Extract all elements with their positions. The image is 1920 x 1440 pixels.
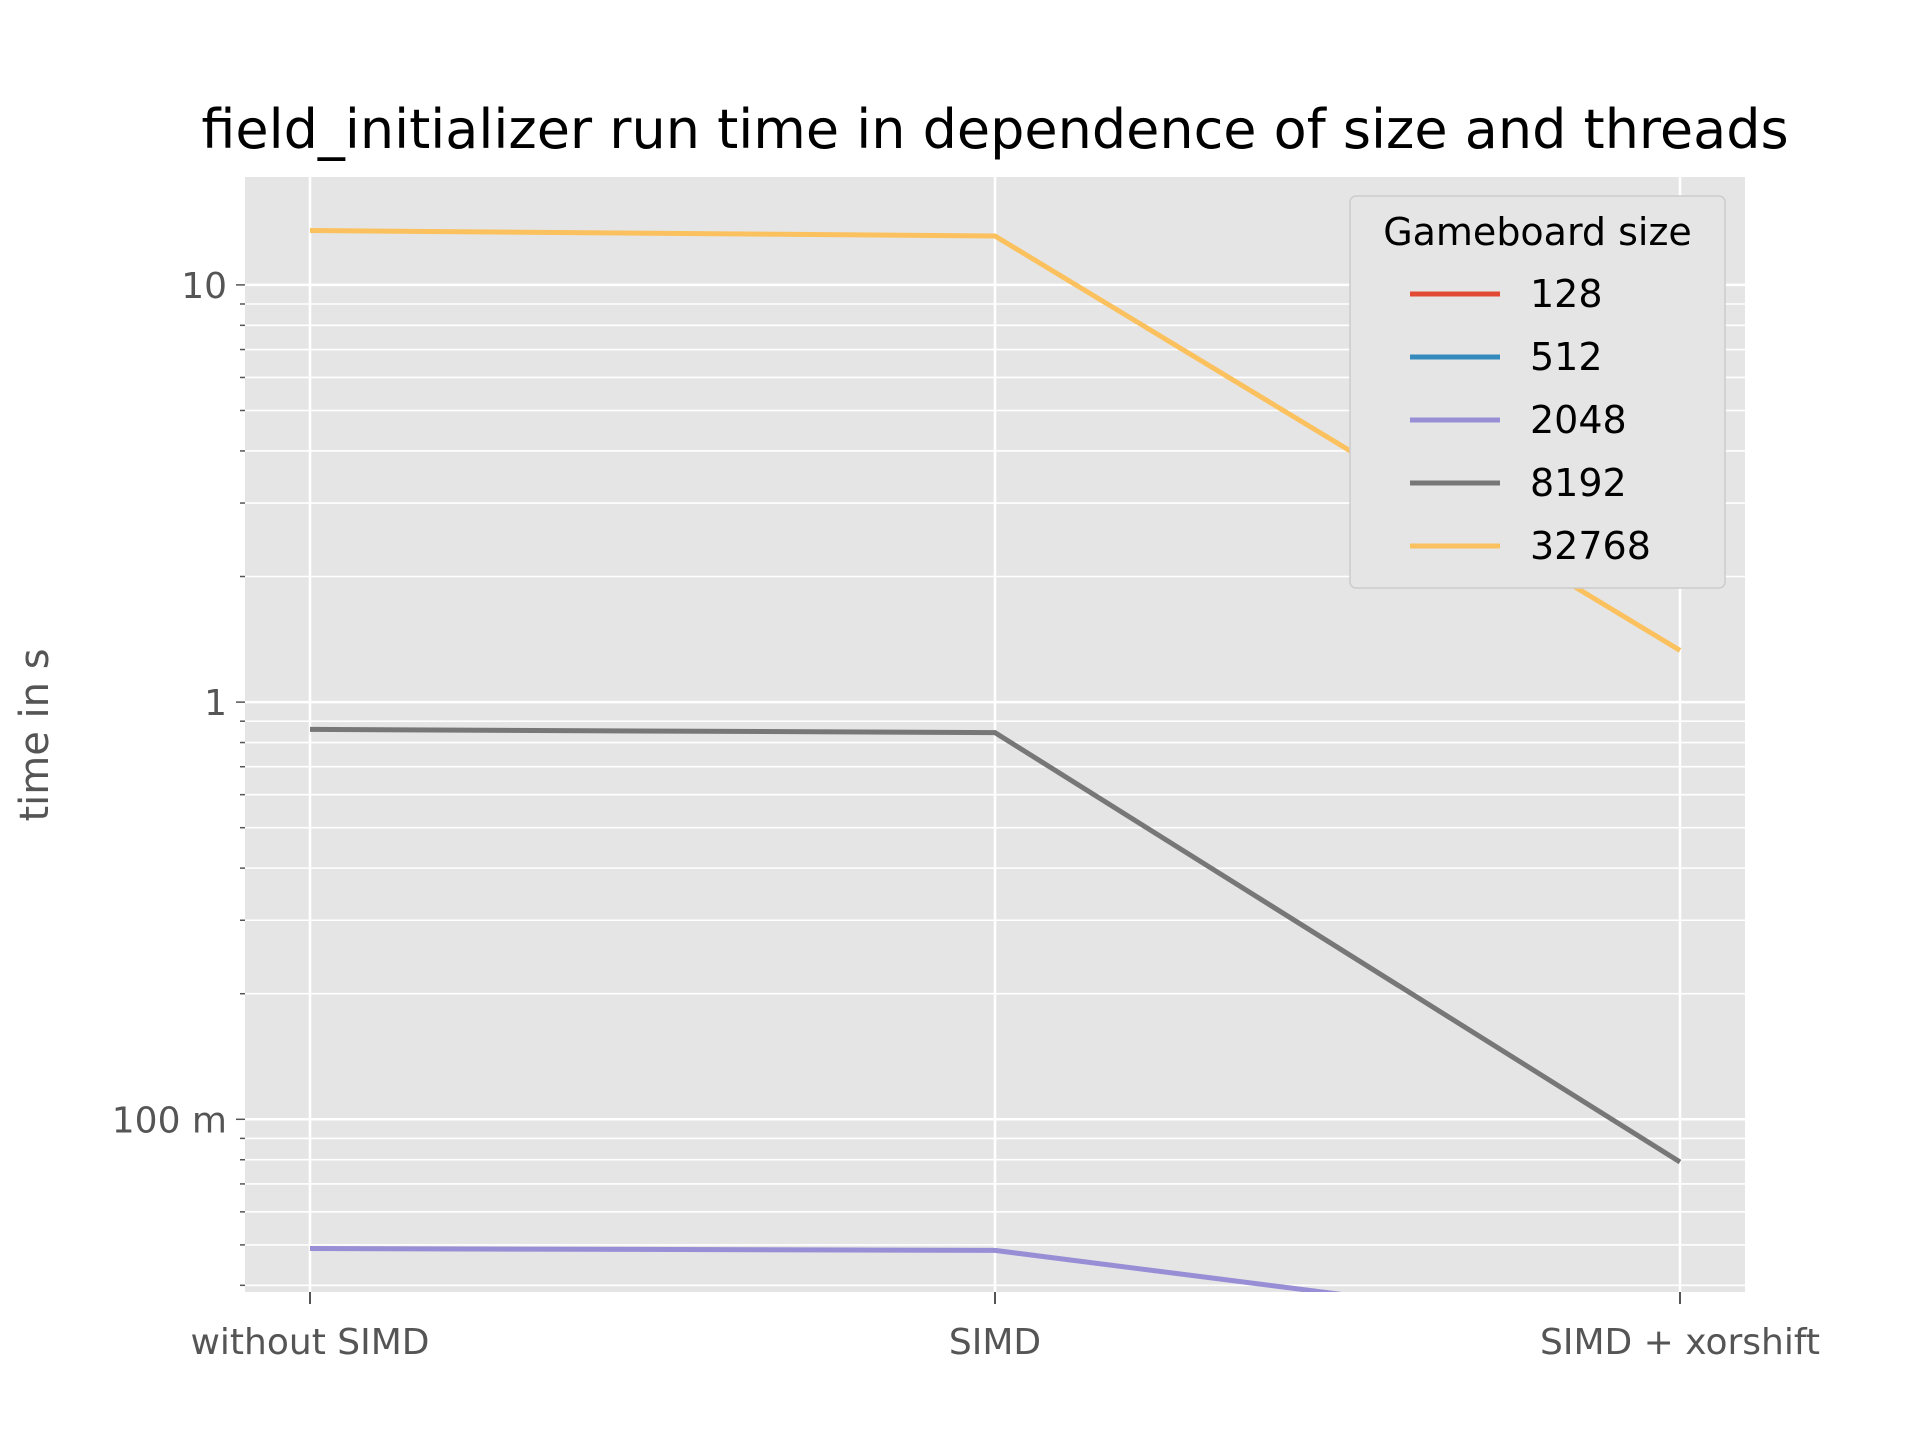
legend-label: 32768 — [1530, 524, 1651, 568]
series-line-8192 — [309, 726, 1682, 1165]
chart-title: field_initializer run time in dependence… — [201, 98, 1788, 161]
x-tick-label: without SIMD — [190, 1322, 429, 1363]
legend-label: 128 — [1530, 272, 1603, 316]
legend-label: 8192 — [1530, 461, 1627, 505]
axes: without SIMD SIMD SIMD + xorshift 100 m 1 10 — [112, 266, 1820, 1363]
x-tick-label: SIMD + xorshift — [1540, 1322, 1820, 1363]
legend-label: 2048 — [1530, 398, 1627, 442]
legend-title: Gameboard size — [1383, 210, 1692, 254]
y-tick-label: 10 — [181, 266, 227, 307]
y-tick-label: 100 m — [112, 1100, 227, 1141]
y-tick-label: 1 — [204, 683, 227, 724]
series-line-2048 — [309, 1246, 1343, 1292]
y-axis-label: time in s — [12, 648, 58, 821]
legend: Gameboard size 128 512 2048 8192 32768 — [1349, 195, 1726, 589]
legend-label: 512 — [1530, 335, 1603, 379]
x-tick-label: SIMD — [949, 1322, 1041, 1363]
